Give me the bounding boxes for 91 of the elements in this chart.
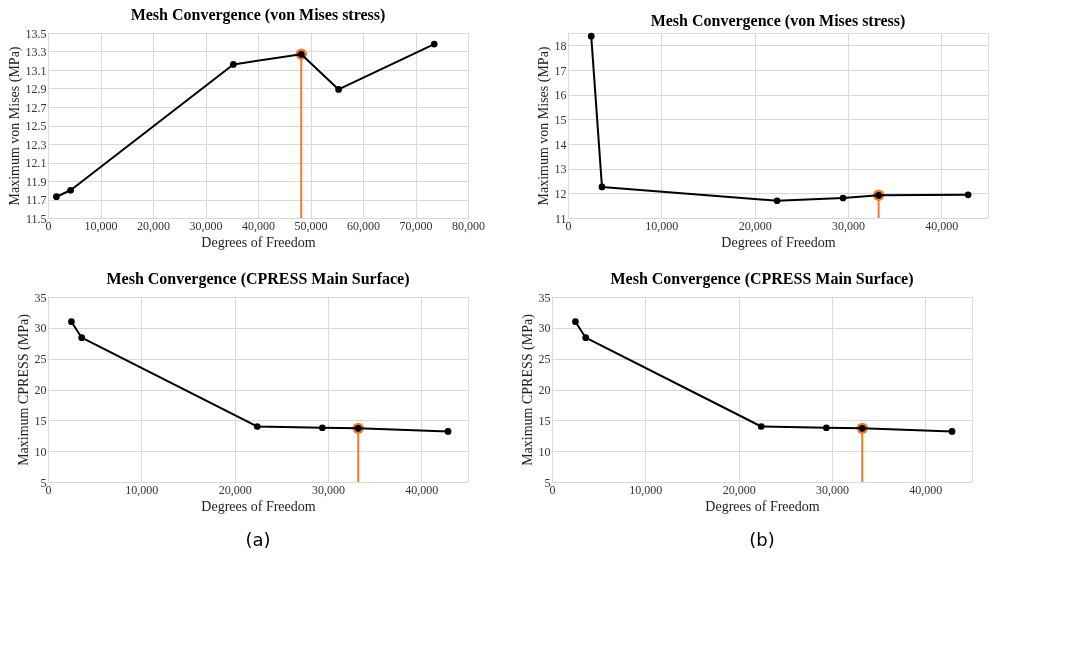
- point: [430, 40, 438, 48]
- chart-title: Mesh Convergence (von Mises stress): [130, 6, 386, 24]
- chart-title: Mesh Convergence (von Mises stress): [650, 11, 906, 30]
- x-axis-title: Degrees of Freedom: [721, 234, 836, 250]
- x-axis-title: Degrees of Freedom: [201, 498, 316, 514]
- y-tick-label: 12.9: [25, 82, 47, 96]
- point: [229, 61, 237, 68]
- x-tick-label: 40,000: [925, 218, 959, 233]
- x-tick-label: 40,000: [405, 482, 439, 497]
- x-tick-label: 0: [549, 482, 556, 497]
- x-tick-label: 0: [565, 218, 572, 233]
- x-tick-label: 20,000: [137, 218, 170, 233]
- y-tick-label: 11.9: [25, 174, 47, 189]
- y-tick-label: 15: [538, 413, 551, 428]
- point: [78, 334, 86, 342]
- y-tick-label: 15: [34, 413, 47, 428]
- chart-title: Mesh Convergence (CPRESS Main Surface): [610, 270, 914, 288]
- y-tick-label: 35: [538, 290, 551, 305]
- x-tick-label: 30,000: [832, 218, 865, 233]
- y-tick-label: 5: [544, 475, 551, 490]
- x-tick-label: 70,000: [399, 218, 433, 233]
- y-tick-label: 15: [554, 112, 567, 127]
- x-tick-label: 10,000: [84, 218, 118, 233]
- x-tick-label: 40,000: [242, 218, 275, 233]
- y-tick-label: 25: [538, 352, 551, 367]
- x-tick-label: 0: [45, 218, 52, 233]
- x-axis-title: Degrees of Freedom: [201, 234, 316, 250]
- x-axis-title: Degrees of Freedom: [705, 498, 820, 514]
- point: [335, 86, 342, 93]
- x-tick-label: 10,000: [125, 482, 159, 497]
- point: [773, 197, 781, 205]
- point: [444, 428, 452, 435]
- y-axis-title: Maximum von Mises (MPa): [535, 46, 552, 206]
- chart-title: Mesh Convergence (CPRESS Main Surface): [106, 270, 410, 288]
- y-tick-label: 12: [554, 186, 567, 201]
- x-tick-label: 40,000: [909, 482, 943, 497]
- y-tick-label: 13.1: [25, 63, 47, 78]
- x-tick-label: 20,000: [218, 482, 252, 497]
- y-tick-label: 18: [554, 38, 567, 53]
- x-tick-label: 60,000: [347, 218, 380, 233]
- point: [318, 424, 326, 432]
- y-axis-title: Maximum CPRESS (MPa): [15, 313, 32, 466]
- y-tick-label: 12.5: [25, 119, 47, 133]
- point: [53, 193, 60, 201]
- text: (a): [245, 529, 271, 550]
- y-tick-label: 13: [554, 162, 567, 177]
- point: [68, 318, 75, 326]
- y-tick-label: 13.3: [25, 45, 47, 59]
- y-tick-label: 14: [554, 137, 567, 152]
- y-tick-label: 11.7: [25, 193, 47, 207]
- x-tick-label: 30,000: [312, 482, 345, 497]
- y-tick-label: 13.5: [25, 26, 47, 41]
- y-tick-label: 12.7: [25, 100, 47, 115]
- x-tick-label: 80,000: [452, 218, 485, 233]
- y-tick-label: 12.1: [25, 156, 47, 170]
- point: [572, 318, 579, 326]
- y-tick-label: 20: [538, 383, 551, 397]
- x-tick-label: 20,000: [722, 482, 756, 497]
- y-axis-title: Maximum CPRESS (MPa): [519, 313, 536, 466]
- y-tick-label: 5: [40, 475, 47, 490]
- x-tick-label: 10,000: [629, 482, 663, 497]
- point: [587, 32, 595, 40]
- point: [964, 191, 972, 199]
- y-tick-label: 16: [554, 88, 567, 103]
- y-tick-label: 11.5: [25, 211, 47, 226]
- point: [822, 424, 830, 432]
- y-tick-label: 30: [34, 321, 47, 336]
- y-tick-label: 10: [34, 444, 47, 459]
- point: [598, 183, 606, 191]
- y-tick-label: 35: [34, 290, 47, 305]
- y-tick-label: 25: [34, 352, 47, 367]
- y-tick-label: 10: [538, 444, 551, 459]
- x-tick-label: 50,000: [294, 218, 328, 233]
- y-tick-label: 11: [554, 211, 567, 226]
- text: (b): [749, 529, 775, 550]
- x-tick-label: 0: [45, 482, 52, 497]
- y-tick-label: 30: [538, 321, 551, 336]
- point: [582, 334, 590, 342]
- point: [67, 186, 74, 194]
- y-tick-label: 20: [34, 383, 47, 397]
- x-tick-label: 10,000: [645, 218, 679, 233]
- point: [253, 423, 261, 430]
- y-tick-label: 17: [554, 63, 567, 78]
- y-axis-title: Maximum von Mises (MPa): [6, 46, 23, 206]
- point: [839, 194, 847, 202]
- point: [948, 428, 956, 435]
- point: [757, 423, 765, 430]
- x-tick-label: 30,000: [189, 218, 223, 233]
- x-tick-label: 20,000: [738, 218, 772, 233]
- y-tick-label: 12.3: [25, 137, 47, 152]
- x-tick-label: 30,000: [816, 482, 849, 497]
